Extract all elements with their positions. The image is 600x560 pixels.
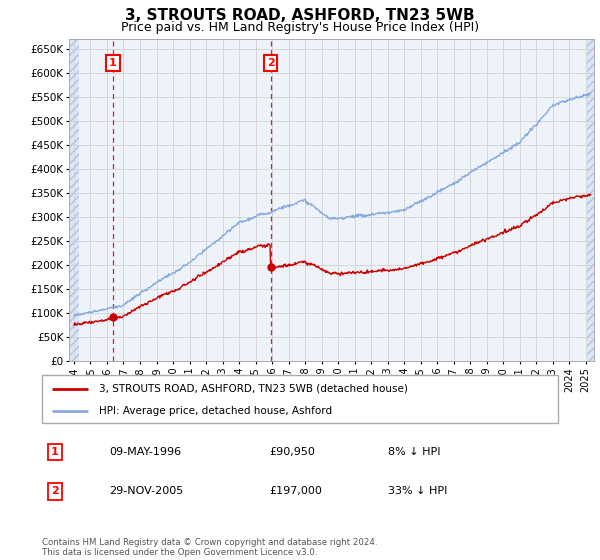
Text: Contains HM Land Registry data © Crown copyright and database right 2024.
This d: Contains HM Land Registry data © Crown c… (42, 538, 377, 557)
Text: 3, STROUTS ROAD, ASHFORD, TN23 5WB: 3, STROUTS ROAD, ASHFORD, TN23 5WB (125, 8, 475, 24)
Text: 2: 2 (267, 58, 274, 68)
FancyBboxPatch shape (42, 375, 558, 423)
Text: 29-NOV-2005: 29-NOV-2005 (109, 487, 184, 496)
Text: 09-MAY-1996: 09-MAY-1996 (109, 447, 181, 457)
Text: 1: 1 (51, 447, 59, 457)
Text: 8% ↓ HPI: 8% ↓ HPI (388, 447, 440, 457)
Text: 3, STROUTS ROAD, ASHFORD, TN23 5WB (detached house): 3, STROUTS ROAD, ASHFORD, TN23 5WB (deta… (99, 384, 407, 394)
Text: £90,950: £90,950 (269, 447, 315, 457)
Text: HPI: Average price, detached house, Ashford: HPI: Average price, detached house, Ashf… (99, 406, 332, 416)
Bar (587, 39, 594, 361)
Text: 1: 1 (109, 58, 117, 68)
Bar (79, 39, 587, 361)
Text: 33% ↓ HPI: 33% ↓ HPI (388, 487, 447, 496)
Text: £197,000: £197,000 (269, 487, 322, 496)
Bar (69, 39, 79, 361)
Text: Price paid vs. HM Land Registry's House Price Index (HPI): Price paid vs. HM Land Registry's House … (121, 21, 479, 34)
Text: 2: 2 (51, 487, 59, 496)
